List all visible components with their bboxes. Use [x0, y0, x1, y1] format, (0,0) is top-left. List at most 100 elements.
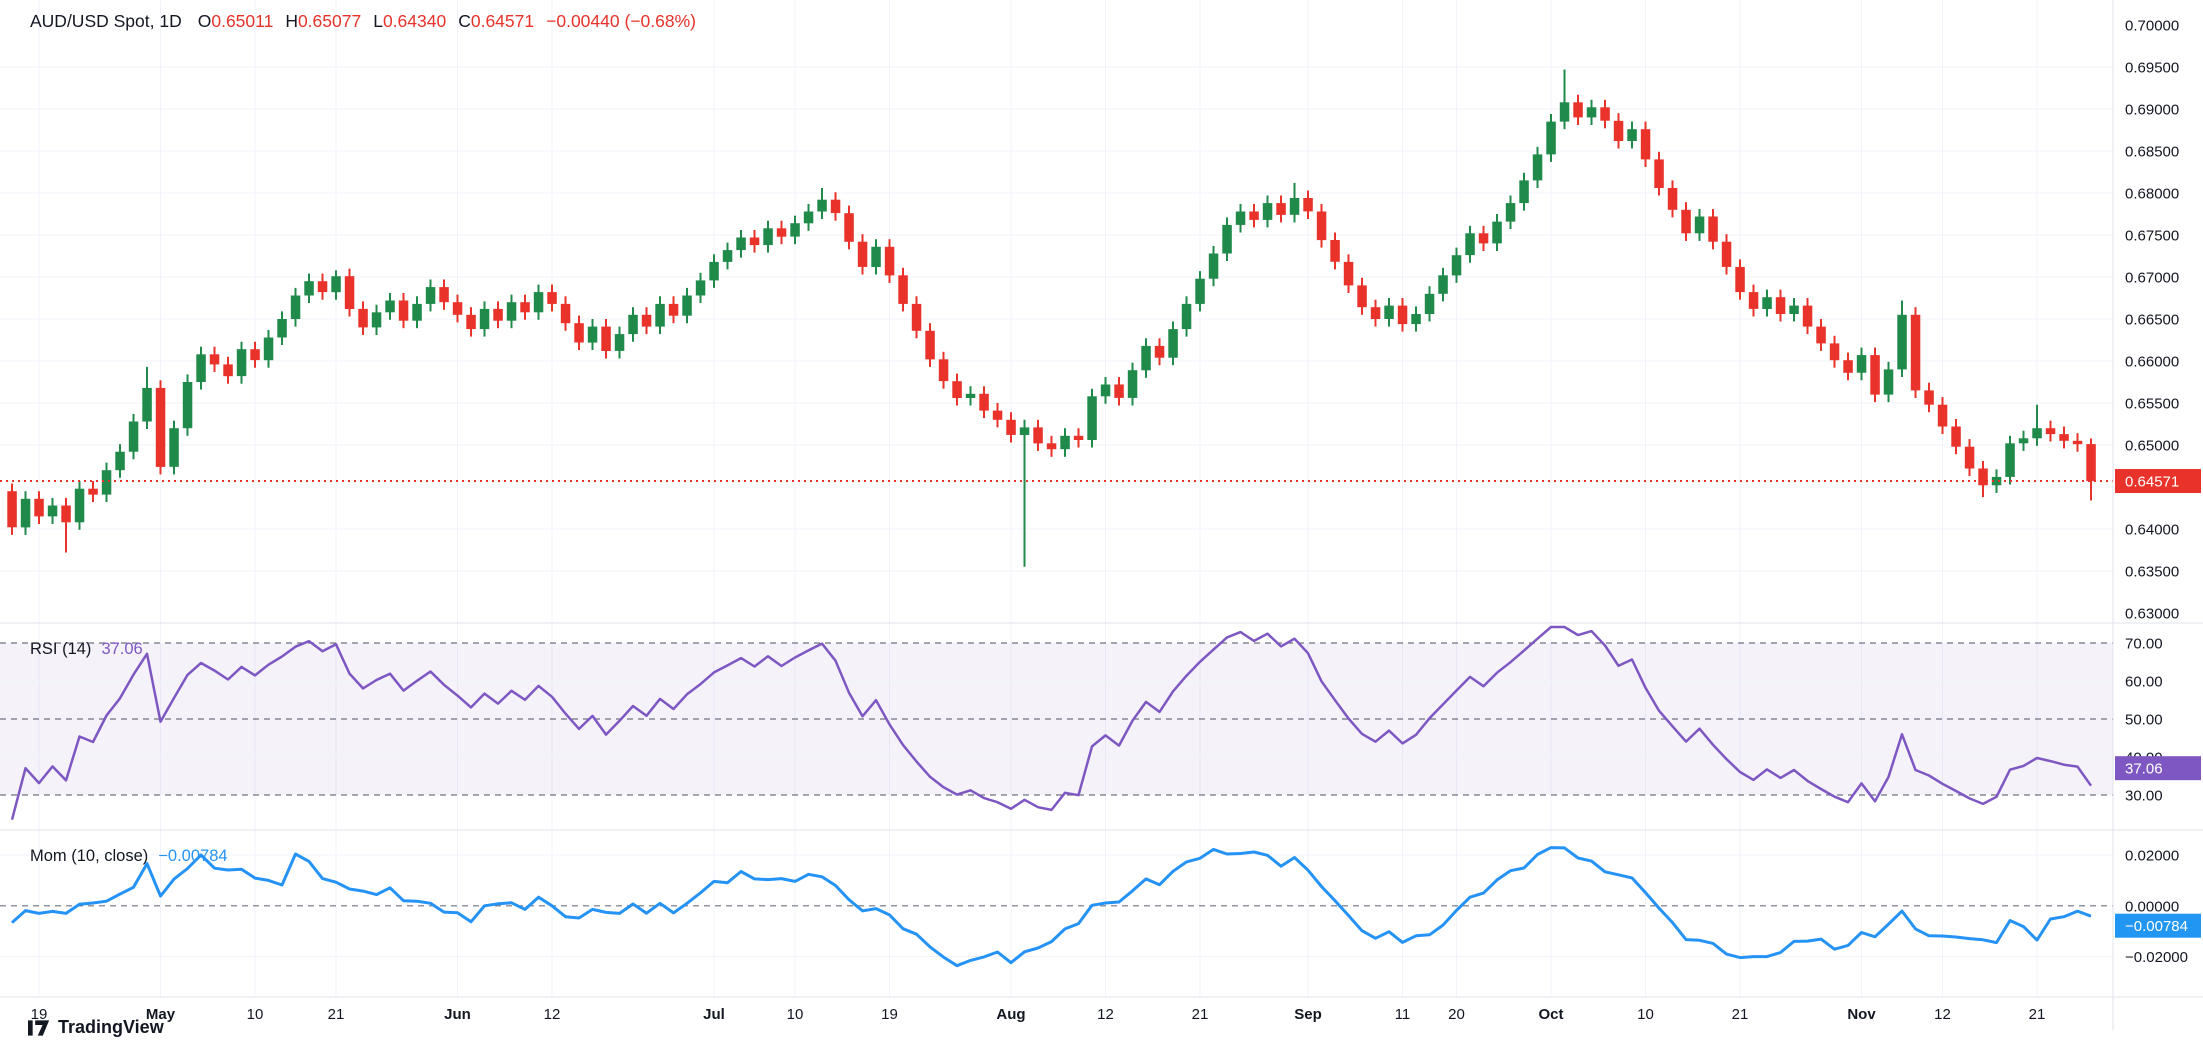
- candle: [830, 192, 841, 221]
- candle: [1154, 338, 1165, 366]
- rsi-label[interactable]: RSI (14): [30, 640, 92, 658]
- candle: [61, 497, 71, 553]
- candles-series: [7, 69, 2096, 567]
- candle: [20, 491, 31, 535]
- candle: [1735, 259, 1745, 300]
- momentum-line: [11, 846, 2092, 968]
- candle: [182, 374, 193, 436]
- candle: [695, 272, 706, 303]
- candle: [1073, 428, 1084, 448]
- time-tick: 21: [2029, 1006, 2046, 1023]
- momentum-value-badge-text: −0.00784: [2125, 918, 2188, 935]
- candle: [1060, 428, 1070, 457]
- candle: [439, 279, 449, 310]
- candle: [1168, 321, 1178, 366]
- candle: [1762, 289, 1772, 317]
- time-tick: 12: [1097, 1006, 1114, 1023]
- candle: [1465, 225, 1475, 263]
- candle: [2072, 433, 2083, 452]
- candle: [1451, 247, 1462, 283]
- candle: [749, 230, 760, 253]
- rsi-indicator-legend[interactable]: RSI (14) 37.06: [30, 640, 143, 659]
- candle: [1411, 306, 1421, 332]
- candle: [1357, 277, 1367, 315]
- rsi-tick: 70.00: [2125, 636, 2163, 653]
- candle: [493, 301, 503, 329]
- time-tick: Sep: [1294, 1006, 1322, 1023]
- candle: [1478, 225, 1489, 251]
- symbol-legend[interactable]: AUD/USD Spot, 1D O0.65011 H0.65077 L0.64340…: [30, 11, 696, 32]
- candle: [1046, 435, 1057, 457]
- candle: [641, 307, 652, 335]
- candle: [1087, 388, 1097, 448]
- time-tick: Jul: [703, 1006, 725, 1023]
- rsi-value: 37.06: [101, 640, 143, 658]
- candle: [1910, 307, 1921, 398]
- candle: [1991, 469, 2002, 493]
- candle: [817, 188, 827, 219]
- candle: [263, 329, 274, 368]
- candle: [2018, 430, 2029, 451]
- candle: [736, 230, 746, 258]
- momentum-indicator-legend[interactable]: Mom (10, close) −0.00784: [30, 847, 228, 866]
- high-label: H: [285, 11, 298, 31]
- price-tick: 0.67000: [2125, 270, 2179, 287]
- candle: [196, 346, 206, 390]
- candle: [223, 356, 233, 384]
- rsi-value-badge-text: 37.06: [2125, 761, 2163, 778]
- candle: [1640, 121, 1651, 167]
- close-label: C: [458, 11, 471, 31]
- candle: [358, 301, 368, 335]
- candle: [1127, 362, 1138, 406]
- candle: [344, 268, 355, 317]
- time-tick: May: [146, 1006, 176, 1023]
- time-tick: 20: [1448, 1006, 1465, 1023]
- candle: [1222, 217, 1232, 261]
- candle: [1532, 146, 1543, 188]
- candle: [574, 315, 584, 351]
- candle: [142, 366, 152, 429]
- rsi-tick: 50.00: [2125, 712, 2163, 729]
- candle: [668, 296, 679, 324]
- candle: [277, 311, 287, 345]
- price-tick: 0.66000: [2125, 354, 2179, 371]
- candle: [1694, 209, 1705, 241]
- price-tick: 0.70000: [2125, 18, 2179, 35]
- candle: [1667, 180, 1678, 218]
- price-tick: 0.68500: [2125, 144, 2179, 161]
- candle: [34, 491, 44, 524]
- time-tick: 10: [787, 1006, 804, 1023]
- candle: [925, 323, 935, 367]
- open-label: O: [197, 11, 212, 31]
- tradingview-attribution[interactable]: TradingView: [28, 1017, 164, 1038]
- momentum-label[interactable]: Mom (10, close): [30, 847, 149, 865]
- candle: [965, 386, 976, 406]
- candle: [236, 341, 247, 384]
- candle: [1937, 397, 1948, 435]
- high-value: 0.65077: [297, 11, 362, 31]
- symbol-title[interactable]: AUD/USD Spot, 1D: [30, 11, 182, 31]
- candle: [1816, 319, 1826, 351]
- candle: [1613, 113, 1624, 149]
- candle: [1654, 151, 1664, 196]
- candle: [371, 304, 382, 335]
- candle: [466, 307, 476, 337]
- candle: [844, 205, 854, 250]
- price-tick: 0.67500: [2125, 228, 2179, 245]
- candle: [1141, 338, 1151, 378]
- close-value: 0.64571: [470, 11, 535, 31]
- time-tick: 11: [1395, 1006, 1411, 1023]
- price-tick: 0.63000: [2125, 606, 2179, 623]
- candle: [290, 287, 301, 327]
- tradingview-logo-icon: [28, 1019, 50, 1036]
- price-axis[interactable]: 0.70000 0.69500 0.69000 0.68500 0.68000 0.675…: [2125, 18, 2179, 623]
- candle: [1546, 114, 1556, 162]
- price-tick: 0.64000: [2125, 522, 2179, 539]
- candle: [1897, 300, 1907, 377]
- candle: [655, 296, 665, 335]
- time-tick: 19: [31, 1006, 48, 1023]
- candle: [2059, 426, 2069, 449]
- price-tick: 0.69500: [2125, 60, 2179, 77]
